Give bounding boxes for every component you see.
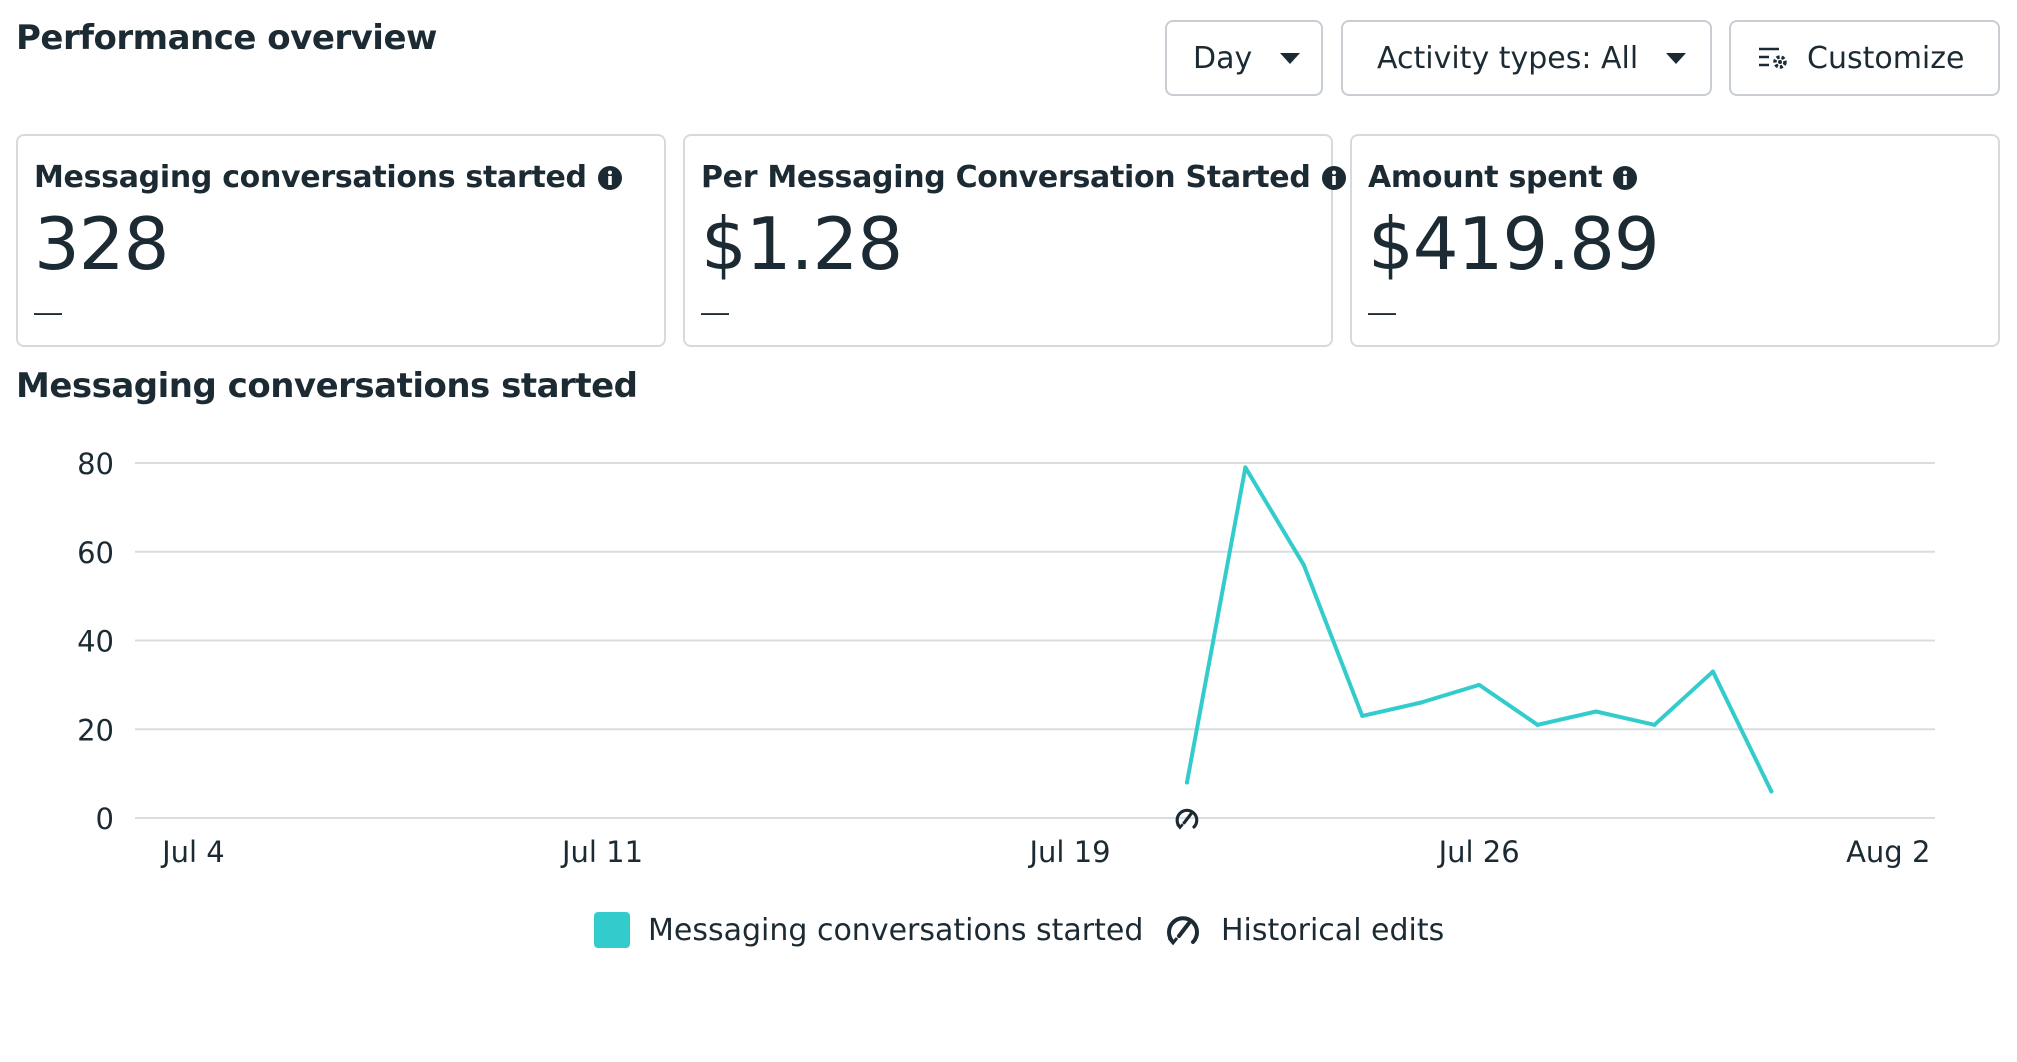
y-tick-label: 0: [96, 802, 114, 836]
chart-title: Messaging conversations started: [16, 366, 638, 406]
legend-item-conversations[interactable]: Messaging conversations started: [594, 912, 1143, 948]
y-tick-label: 80: [77, 447, 114, 481]
day-dropdown-label: Day: [1193, 40, 1253, 76]
legend-swatch: [594, 912, 630, 948]
metric-change: —: [34, 296, 62, 327]
legend-label: Historical edits: [1221, 912, 1445, 948]
info-icon[interactable]: [1321, 165, 1347, 191]
metric-label: Amount spent: [1368, 160, 1603, 195]
x-tick-label: Jul 26: [1437, 835, 1520, 869]
metric-label: Messaging conversations started: [34, 160, 587, 195]
x-tick-label: Jul 4: [160, 835, 225, 869]
page-title: Performance overview: [16, 18, 437, 58]
y-tick-label: 40: [77, 625, 114, 659]
metric-change: —: [1368, 296, 1396, 327]
customize-label: Customize: [1807, 40, 1965, 76]
series-line: [1184, 465, 1774, 794]
y-tick-label: 60: [77, 536, 114, 570]
metric-card-amount-spent[interactable]: Amount spent $419.89 —: [1350, 134, 2000, 347]
data-point: [1710, 669, 1715, 674]
data-point: [1184, 780, 1189, 785]
data-point: [1243, 465, 1248, 470]
historical-edits-icon: [1167, 916, 1199, 946]
y-tick-label: 20: [77, 713, 114, 747]
legend-label: Messaging conversations started: [648, 912, 1144, 948]
caret-down-icon: [1280, 52, 1301, 64]
data-point: [1477, 682, 1482, 687]
customize-button[interactable]: Customize: [1729, 20, 2000, 96]
caret-down-icon: [1666, 52, 1687, 64]
metric-card-conversations[interactable]: Messaging conversations started 328 —: [16, 134, 666, 347]
line-chart[interactable]: 0 20 40 60 80 Jul 4 Jul 11 Jul 19 Jul 26 Aug 2: [0, 430, 2017, 890]
data-point: [1769, 789, 1774, 794]
x-tick-label: Jul 11: [560, 835, 643, 869]
activity-types-label: Activity types: All: [1377, 40, 1639, 76]
day-dropdown-button[interactable]: Day: [1165, 20, 1323, 96]
metric-card-cost-per-conversation[interactable]: Per Messaging Conversation Started $1.28…: [683, 134, 1346, 347]
data-point: [1418, 700, 1423, 705]
metric-value: $1.28: [701, 202, 903, 286]
info-icon[interactable]: [597, 165, 623, 191]
data-point: [1594, 709, 1599, 714]
x-tick-label: Jul 19: [1028, 835, 1111, 869]
metric-value: 328: [34, 202, 169, 286]
customize-icon: [1759, 47, 1787, 69]
historical-edit-marker[interactable]: [1175, 808, 1199, 830]
data-point: [1535, 722, 1540, 727]
data-point: [1360, 713, 1365, 718]
info-icon[interactable]: [1612, 165, 1638, 191]
data-point: [1301, 563, 1306, 568]
activity-types-dropdown-button[interactable]: Activity types: All: [1341, 20, 1712, 96]
metric-value: $419.89: [1368, 202, 1660, 286]
legend-item-historical-edits[interactable]: Historical edits: [1163, 912, 1444, 948]
metric-change: —: [701, 296, 729, 327]
x-tick-label: Aug 2: [1846, 835, 1930, 869]
metric-label: Per Messaging Conversation Started: [701, 160, 1311, 195]
data-point: [1652, 722, 1657, 727]
chart-legend: Messaging conversations started Historic…: [0, 912, 2017, 956]
